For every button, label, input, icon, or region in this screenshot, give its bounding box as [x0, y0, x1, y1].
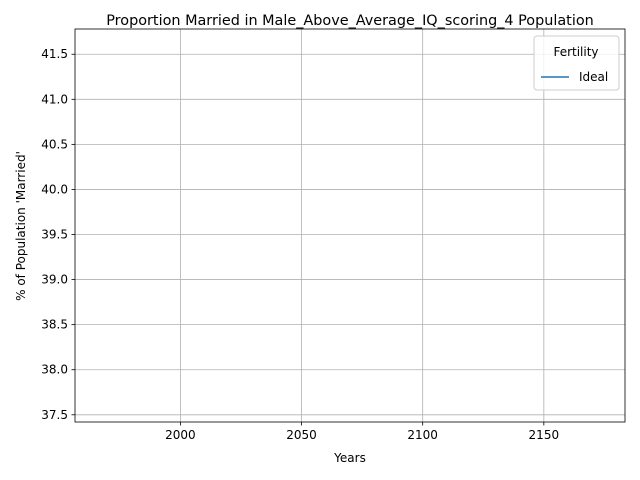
y-tick-label: 40.5: [41, 137, 68, 151]
y-tick-label: 37.5: [41, 408, 68, 422]
x-axis-label: Years: [333, 451, 366, 465]
x-tick-label: 2000: [165, 428, 196, 442]
y-tick-label: 39.5: [41, 228, 68, 242]
x-tick-label: 2100: [407, 428, 438, 442]
legend-title: Fertility: [553, 45, 598, 59]
grid-lines: [75, 29, 625, 422]
y-tick-label: 40.0: [41, 182, 68, 196]
y-tick-label: 39.0: [41, 273, 68, 287]
y-tick-label: 41.0: [41, 92, 68, 106]
legend: Fertility Ideal: [533, 35, 620, 91]
plot-frame: [74, 28, 626, 423]
y-tick-label: 38.5: [41, 318, 68, 332]
x-tick-label: 2150: [529, 428, 560, 442]
legend-label-ideal: Ideal: [579, 70, 608, 84]
y-axis-ticks: 37.5 38.0 38.5 39.0 39.5 40.0 40.5 41.0 41.5: [41, 47, 75, 422]
chart-title: Proportion Married in Male_Above_Average…: [106, 13, 594, 29]
y-tick-label: 38.0: [41, 363, 68, 377]
x-tick-label: 2050: [286, 428, 317, 442]
y-tick-label: 41.5: [41, 47, 68, 61]
y-axis-label: % of Population 'Married': [14, 151, 28, 301]
x-axis-ticks: 2000 2050 2100 2150: [165, 422, 559, 442]
